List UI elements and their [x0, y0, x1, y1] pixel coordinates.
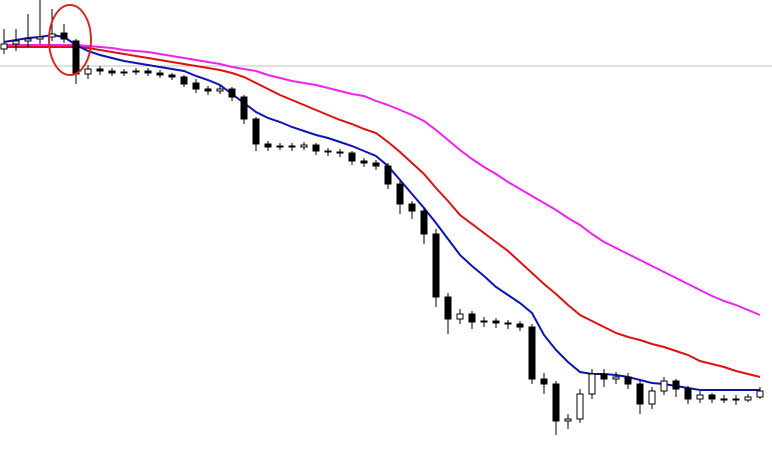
- candle-body: [0, 43, 8, 50]
- candle-body: [324, 150, 332, 153]
- candle-body: [636, 383, 644, 405]
- candle-body: [612, 376, 620, 380]
- candle-body: [444, 296, 452, 320]
- candle-body: [192, 82, 200, 90]
- candle-body: [432, 233, 440, 298]
- ma-line: [4, 44, 761, 316]
- candle-body: [156, 72, 164, 76]
- candle-body: [240, 96, 248, 120]
- candle-body: [132, 70, 140, 73]
- candle-body: [504, 322, 512, 325]
- candle-body: [60, 32, 68, 40]
- candle-body: [300, 144, 308, 148]
- highlight-circle: [48, 4, 92, 76]
- candle-body: [144, 70, 152, 74]
- candle-body: [372, 162, 380, 167]
- candle-body: [384, 165, 392, 185]
- candle-body: [396, 183, 404, 205]
- candle-body: [456, 313, 464, 320]
- candle-body: [120, 71, 128, 74]
- candle-body: [252, 118, 260, 145]
- candle-body: [180, 76, 188, 85]
- candle-body: [696, 394, 704, 400]
- candle-body: [360, 160, 368, 164]
- candle-body: [744, 396, 752, 401]
- candle-body: [672, 380, 680, 390]
- candle-body: [168, 74, 176, 78]
- candle-body: [684, 388, 692, 400]
- candle-body: [552, 383, 560, 422]
- candle-body: [420, 210, 428, 235]
- candle-body: [96, 68, 104, 72]
- candle-body: [588, 373, 596, 395]
- candle-body: [216, 88, 224, 92]
- candle-body: [108, 70, 116, 74]
- candle-body: [660, 380, 668, 392]
- candle-body: [312, 144, 320, 152]
- candle-body: [348, 152, 356, 162]
- candle-body: [492, 320, 500, 324]
- candle-body: [72, 40, 80, 75]
- candle-body: [276, 145, 284, 148]
- candle-body: [480, 320, 488, 323]
- candle-body: [228, 88, 236, 98]
- candle-body: [756, 390, 764, 398]
- candle-body: [648, 390, 656, 405]
- candle-body: [564, 418, 572, 422]
- candle-body: [204, 88, 212, 92]
- candles: [0, 0, 764, 435]
- candle-body: [264, 143, 272, 148]
- candle-body: [540, 378, 548, 385]
- candle-body: [528, 326, 536, 380]
- candle-body: [468, 313, 476, 323]
- candle-body: [24, 38, 32, 42]
- candle-body: [708, 394, 716, 400]
- candle-body: [336, 151, 344, 154]
- candle-body: [720, 398, 728, 401]
- candle-body: [576, 393, 584, 420]
- candle-body: [732, 398, 740, 401]
- ma-line: [4, 46, 761, 378]
- candle-body: [36, 36, 44, 40]
- candle-body: [600, 373, 608, 380]
- candle-body: [408, 203, 416, 212]
- candle-body: [624, 376, 632, 385]
- ma-lines: [0, 33, 772, 391]
- candle-body: [84, 68, 92, 75]
- ma-line: [3, 33, 760, 391]
- candle-body: [288, 145, 296, 148]
- candle-body: [12, 40, 20, 45]
- candle-body: [516, 323, 524, 328]
